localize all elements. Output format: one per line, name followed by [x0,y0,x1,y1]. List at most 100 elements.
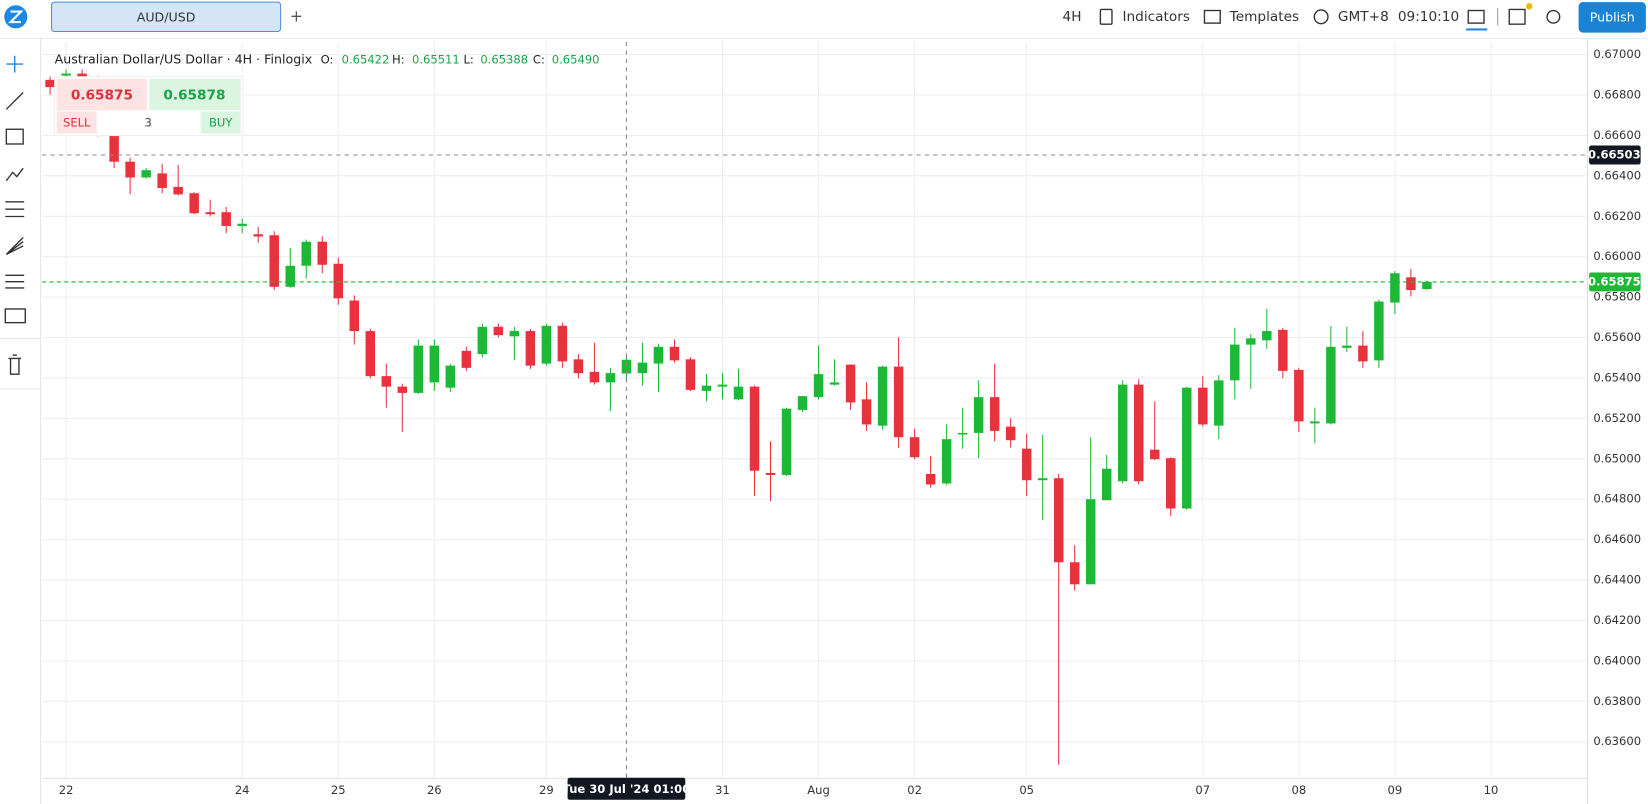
candle-body [589,371,600,383]
y-tick-label: 0.66800 [1593,87,1641,101]
candle-body [1326,346,1336,424]
last-price-label: 0.65875 [1588,274,1641,288]
candle-body [989,397,1000,431]
candle-body [333,263,343,299]
grid-icon[interactable] [1508,8,1526,25]
candle-body [413,345,424,393]
path-tool[interactable] [5,167,24,182]
rect-tool[interactable] [5,128,24,145]
candle-body [269,235,279,287]
candle-body [669,346,680,361]
x-tick-label: Aug [807,783,830,797]
y-tick-label: 0.64400 [1593,573,1641,587]
candle-body [701,385,712,391]
candle-body [1069,562,1080,585]
candle-body [381,376,392,387]
crosshair-time-label: Tue 30 Jul '24 01:00 [563,782,691,796]
quantity[interactable]: 3 [145,115,152,129]
fib-tool[interactable] [5,201,25,218]
symbol-tab[interactable] [51,1,282,33]
candle-body [893,366,904,438]
templates-button[interactable]: Templates [1229,9,1299,25]
timeframe[interactable]: 4H [1063,9,1082,25]
timezone-button[interactable]: GMT+8 [1338,9,1389,25]
candle-body [221,212,231,226]
logo-glyph [8,10,24,24]
x-tick-label: 05 [1019,783,1034,797]
candle-body [957,432,968,435]
candle-body [1182,387,1192,509]
y-tick-label: 0.63800 [1593,694,1641,708]
y-tick-label: 0.66000 [1593,249,1641,263]
candle-body [1294,369,1304,422]
indicators-button[interactable]: Indicators [1122,9,1189,25]
candle-body [1101,468,1112,501]
instrument: Australian Dollar/US Dollar · 4H · Finlo… [55,51,313,66]
candle-body [717,384,728,387]
x-tick-label: 25 [331,783,346,797]
crosshair-price-label: 0.66503 [1588,148,1641,162]
settings-icon[interactable] [1546,9,1561,24]
layout-icon[interactable] [1467,9,1485,24]
candle-body [301,241,311,266]
candle-body [861,399,872,425]
crosshair-price-box [1589,145,1641,165]
candle-body [765,472,776,475]
candle-body [541,325,552,364]
trash-tool[interactable] [8,354,22,375]
candle-body [1021,448,1032,481]
y-tick-label: 0.66600 [1593,128,1641,142]
candle-body [813,374,824,398]
candle-body [877,366,888,426]
buy-button[interactable] [200,111,241,134]
buy-price: 0.65878 [163,88,225,104]
candle-body [77,73,87,78]
clock: 09:10:10 [1398,9,1459,25]
candle-body [1342,345,1352,348]
y-tick-label: 0.63600 [1593,734,1641,748]
candle-body [189,193,199,214]
x-tick-label: 02 [907,783,922,797]
channel-tool[interactable] [5,274,25,289]
y-tick-label: 0.64600 [1593,532,1641,546]
line-tool[interactable] [5,92,24,110]
candle-body [1230,344,1240,381]
x-tick-label: 09 [1388,783,1403,797]
candle-body [205,212,215,215]
x-tick-label: 22 [59,783,74,797]
candle-body [1310,421,1320,424]
candle-body [1198,387,1208,425]
candle-body [1406,277,1416,291]
overlay: 0.63600 0.63800 0.64000 0.64200 0.64400 0.646… [42,42,1641,800]
candle-body [509,331,520,337]
candle-body [797,396,808,410]
sell-box[interactable] [56,78,148,111]
text-tool[interactable] [4,308,26,324]
candle-body [829,382,840,385]
drawing-tools [0,55,40,390]
add-tab[interactable]: + [290,6,303,25]
y-tick-label: 0.66200 [1593,209,1641,223]
sell-label: SELL [63,115,91,129]
y-tick-label: 0.66400 [1593,168,1641,182]
candle-body [349,300,359,332]
candle-body [445,365,456,388]
candle-body [1262,331,1272,341]
fan-tool[interactable] [5,237,24,255]
candle-body [733,386,744,400]
sell-button[interactable] [56,111,97,134]
candle-body [1085,499,1096,585]
candle-body [605,373,616,383]
legend-label: H: [392,52,405,66]
buy-box[interactable] [149,78,241,111]
candle-body [477,326,488,355]
candle-body [45,79,55,88]
candle-body [1278,329,1288,371]
crosshair-tool[interactable] [6,55,24,73]
candle-body [157,173,167,188]
candle-body [141,170,151,178]
publish-button[interactable] [1578,2,1646,33]
publish-label: Publish [1590,9,1635,24]
x-tick-label: 31 [715,783,730,797]
